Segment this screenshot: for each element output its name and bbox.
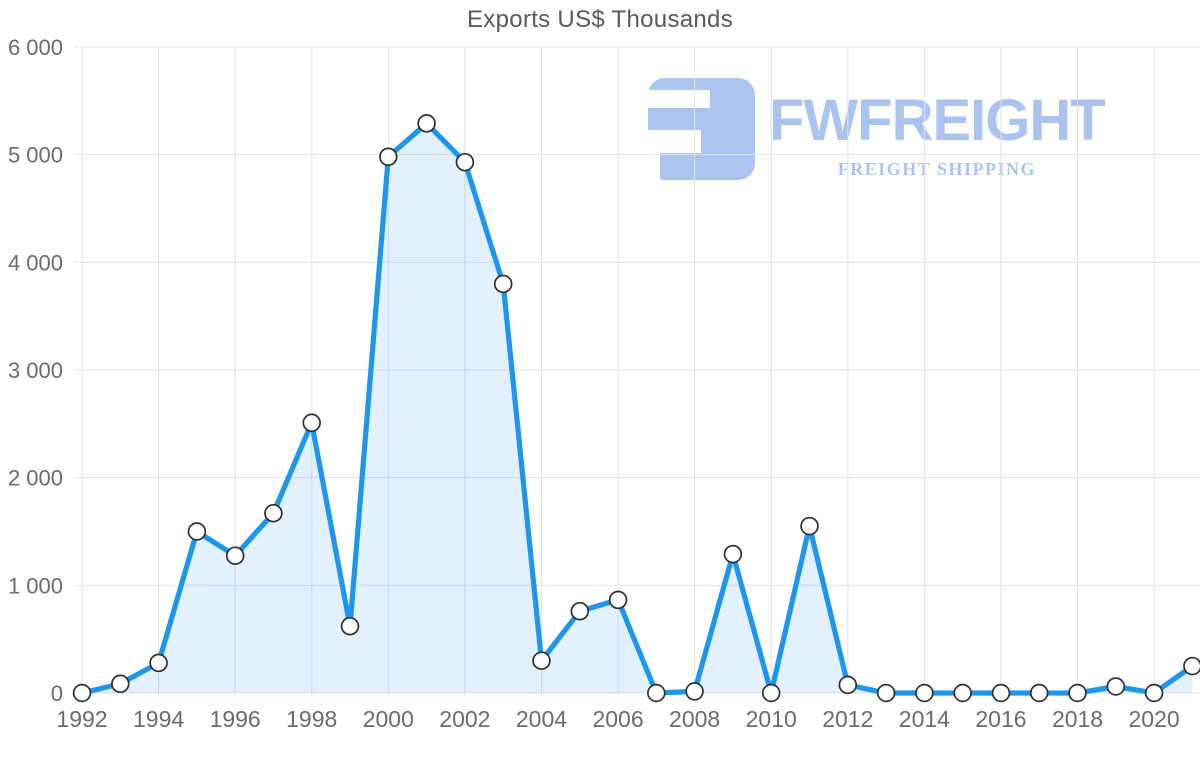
area-fill [82,123,1193,693]
data-point-1994[interactable] [149,653,168,673]
data-point-2001[interactable] [417,114,436,133]
x-axis-label: 1994 [133,706,184,732]
data-point-2008[interactable] [685,682,704,701]
x-axis-label: 2000 [363,706,414,732]
data-point-1995[interactable] [187,522,207,541]
x-axis-label: 2004 [516,706,567,732]
data-point-1999[interactable] [340,616,360,636]
y-axis-label: 4 000 [8,250,63,275]
x-axis-label: 1998 [286,706,337,732]
data-point-2012[interactable] [838,675,858,695]
x-axis-label: 1996 [210,706,261,732]
data-point-1998[interactable] [302,413,321,433]
data-point-2014[interactable] [915,683,934,703]
x-axis-labels: 1992 1994 1996 1998 2000 2002 2004 2006 2008 2010… [56,706,1179,732]
data-point-2020[interactable] [1144,683,1164,703]
data-point-2015[interactable] [953,683,972,703]
x-axis-label: 2012 [822,706,873,732]
data-point-2004[interactable] [532,651,551,670]
x-axis-label: 2008 [669,706,720,732]
chart-title: Exports US$ Thousands [467,6,733,33]
data-point-2002[interactable] [455,152,475,172]
y-axis-labels: 0 1 000 2 000 3 000 4 000 5 000 6 000 [8,35,63,706]
data-point-2009[interactable] [723,544,743,564]
data-point-2016[interactable] [991,683,1011,703]
data-point-2018[interactable] [1068,683,1087,703]
data-point-2005[interactable] [570,601,590,621]
y-axis-label: 2 000 [8,466,63,491]
y-axis-label: 1 000 [8,573,63,598]
x-axis-label: 2010 [746,706,797,732]
data-points [72,114,1200,703]
y-axis-label: 0 [51,681,63,706]
x-axis-label: 2002 [439,706,490,732]
data-point-1996[interactable] [225,546,245,565]
data-point-2013[interactable] [876,683,896,703]
data-point-1992[interactable] [72,683,92,703]
data-point-2011[interactable] [800,516,819,536]
y-axis-label: 5 000 [8,143,63,168]
data-point-2000[interactable] [379,147,398,167]
gridlines [74,46,1200,697]
x-axis-label: 1992 [56,706,107,732]
data-point-2007[interactable] [647,683,666,703]
x-axis-label: 2014 [899,706,950,732]
data-point-2019[interactable] [1106,677,1126,696]
data-point-2017[interactable] [1029,683,1049,703]
x-axis-label: 2006 [592,706,643,732]
x-axis-label: 2018 [1052,706,1103,732]
data-point-2021[interactable] [1183,656,1200,676]
data-point-1997[interactable] [264,503,283,523]
x-axis-label: 2020 [1129,706,1180,732]
y-axis-label: 3 000 [8,358,63,383]
data-point-1993[interactable] [111,674,130,694]
data-point-2010[interactable] [761,683,781,703]
x-axis-label: 2016 [975,706,1026,732]
data-point-2006[interactable] [608,590,628,610]
data-point-2003[interactable] [493,274,513,294]
y-axis-label: 6 000 [8,35,63,60]
